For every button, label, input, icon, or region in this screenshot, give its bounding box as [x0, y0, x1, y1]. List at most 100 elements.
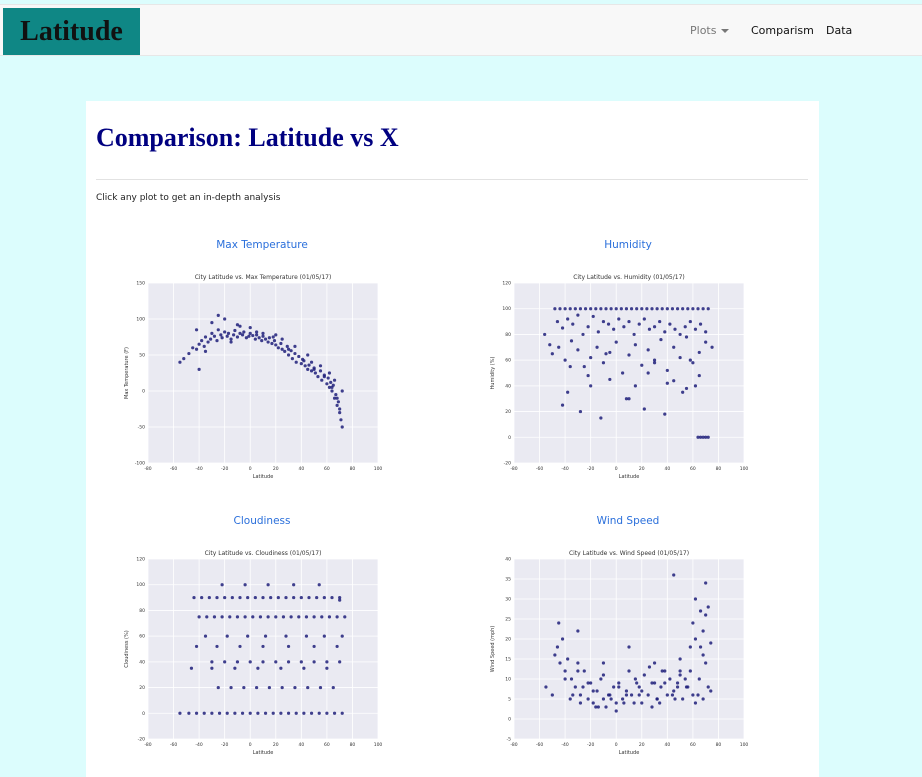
plot-link-wind-speed[interactable]: Wind Speed [596, 515, 660, 527]
data-point [691, 693, 695, 697]
data-point [279, 711, 283, 715]
data-point [576, 313, 580, 317]
y-axis-label: Humidity (%) [490, 356, 496, 389]
data-point [205, 615, 209, 619]
data-point [704, 330, 708, 334]
y-tick-label: 0 [142, 711, 145, 717]
data-point [330, 389, 334, 393]
cloudiness-plot[interactable]: City Latitude vs. Cloudiness (01/05/17) -… [114, 545, 389, 765]
y-tick-label: 120 [136, 557, 145, 563]
data-point [678, 669, 682, 673]
data-point [668, 677, 672, 681]
data-point [658, 319, 662, 324]
data-point [633, 677, 637, 681]
data-point [229, 337, 233, 341]
data-point [578, 409, 583, 414]
data-point [691, 621, 695, 625]
plots-dropdown-label: Plots [690, 23, 717, 37]
nav-comparison-link[interactable]: Comparism [751, 23, 814, 37]
x-tick-label: -60 [536, 466, 543, 472]
y-tick-label: 25 [505, 617, 511, 623]
data-point [182, 357, 186, 361]
plots-dropdown[interactable]: Plots [690, 5, 730, 55]
plot-link-cloudiness[interactable]: Cloudiness [233, 515, 291, 527]
data-point [261, 331, 265, 335]
data-point [312, 615, 316, 619]
brand-logo[interactable]: Latitude [3, 8, 140, 55]
data-point [697, 373, 701, 378]
data-point [550, 352, 554, 356]
wind-speed-plot[interactable]: City Latitude vs. Wind Speed (01/05/17) -… [480, 545, 755, 765]
y-tick-label: -5 [507, 737, 512, 743]
data-point [330, 595, 334, 600]
data-point [678, 355, 682, 360]
plot-link-humidity[interactable]: Humidity [604, 239, 652, 251]
data-point [652, 361, 657, 365]
data-point [683, 325, 687, 329]
data-point [566, 657, 570, 661]
data-point [672, 573, 676, 577]
data-point [681, 307, 685, 311]
data-point [635, 307, 639, 311]
data-point [215, 595, 219, 600]
humidity-plot[interactable]: City Latitude vs. Humidity (01/05/17) -80… [480, 269, 755, 489]
data-point [697, 350, 701, 355]
data-point [194, 711, 199, 715]
data-point [645, 307, 649, 311]
data-point [647, 327, 652, 331]
data-point [257, 336, 261, 340]
data-point [312, 644, 316, 649]
data-point [646, 371, 650, 375]
x-tick-label: -60 [170, 466, 177, 472]
data-point [178, 360, 182, 364]
data-point [589, 681, 593, 685]
data-point [594, 307, 598, 311]
data-point [550, 693, 554, 697]
data-point [293, 344, 297, 348]
data-point [622, 701, 626, 705]
data-point [256, 711, 260, 715]
data-point [330, 385, 334, 389]
data-point [293, 351, 297, 356]
data-point [563, 677, 567, 681]
data-point [627, 319, 631, 324]
data-point [619, 307, 623, 311]
x-tick-label: -40 [561, 742, 568, 748]
data-point [586, 681, 590, 685]
plot-link-max-temperature[interactable]: Max Temperature [216, 239, 308, 251]
data-point [553, 653, 557, 657]
data-point [280, 347, 284, 351]
data-point [591, 689, 595, 693]
data-point [318, 369, 323, 373]
data-point [322, 595, 326, 600]
data-point [233, 328, 237, 333]
data-point [627, 397, 631, 401]
data-point [266, 583, 270, 587]
data-point [343, 615, 347, 619]
data-point [210, 331, 214, 335]
data-point [306, 367, 310, 371]
data-point [235, 615, 240, 619]
data-point [212, 615, 217, 619]
data-point [289, 349, 293, 353]
data-point [627, 645, 631, 649]
x-tick-label: 20 [639, 742, 645, 748]
data-point [586, 373, 590, 378]
x-tick-label: 0 [249, 466, 252, 472]
x-tick-label: 60 [690, 466, 696, 472]
data-point [316, 375, 320, 379]
data-point [203, 634, 208, 638]
data-point [253, 337, 257, 341]
data-point [304, 634, 309, 638]
nav-data-link[interactable]: Data [826, 23, 853, 37]
data-point [563, 307, 567, 311]
data-point [340, 711, 344, 715]
data-point [197, 367, 201, 371]
data-point [210, 666, 214, 670]
data-point [640, 307, 644, 311]
max-temperature-plot[interactable]: City Latitude vs. Max Temperature (01/05… [114, 269, 389, 489]
data-point [340, 425, 344, 429]
data-point [242, 330, 246, 334]
data-point [325, 711, 329, 715]
x-axis-label: Latitude [619, 750, 640, 756]
